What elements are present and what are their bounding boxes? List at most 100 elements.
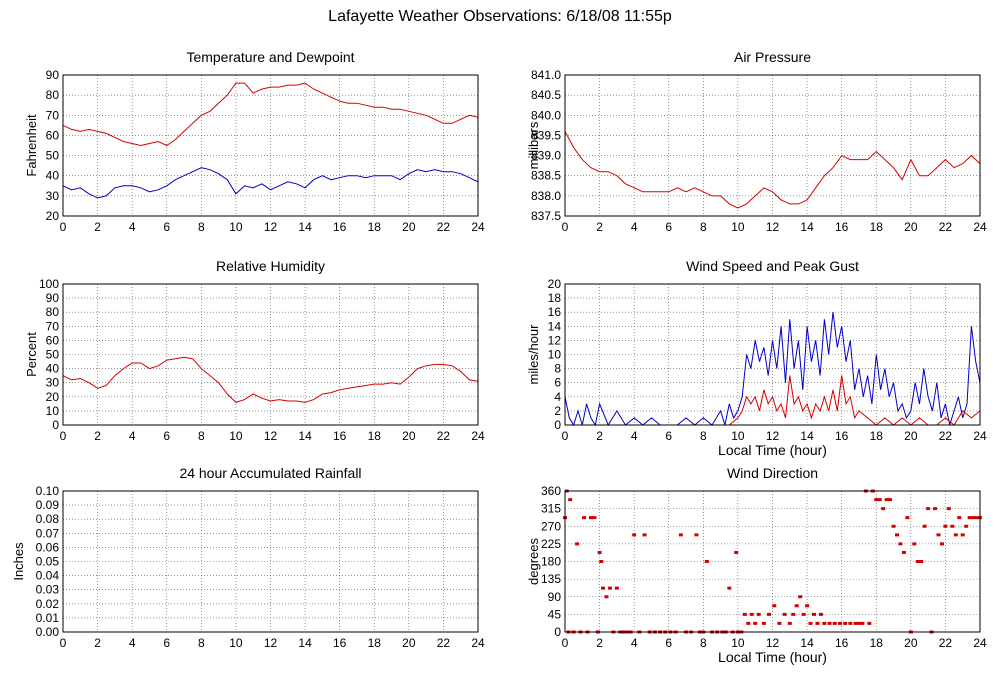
wind-chart-title: Wind Speed and Peak Gust: [686, 258, 859, 274]
rain-x-tick-label: 6: [163, 636, 170, 650]
direction-point: [746, 621, 751, 625]
direction-point: [877, 498, 882, 502]
temp-y-tick-label: 50: [46, 149, 60, 163]
wind-x-tick-label: 8: [700, 429, 707, 443]
pressure-x-tick-label: 0: [562, 220, 569, 234]
rain-x-tick-label: 24: [471, 636, 485, 650]
pressure-x-tick-label: 18: [870, 220, 884, 234]
direction-point: [761, 621, 766, 625]
wind-x-tick-label: 18: [870, 429, 884, 443]
wind-y-tick-label: 8: [554, 362, 561, 376]
direction-point: [801, 612, 806, 616]
humidity-x-tick-label: 2: [94, 429, 101, 443]
wind-y-tick-label: 16: [548, 305, 562, 319]
rain-x-tick-label: 20: [402, 636, 416, 650]
temp-x-tick-label: 18: [368, 220, 382, 234]
pressure-x-tick-label: 20: [904, 220, 918, 234]
pressure-x-tick-label: 8: [700, 220, 707, 234]
direction-point: [794, 604, 799, 608]
temp-x-tick-label: 4: [129, 220, 136, 234]
temp-series-line-1: [62, 167, 479, 199]
direction-x-tick-label: 12: [766, 636, 780, 650]
pressure-x-tick-label: 12: [766, 220, 780, 234]
humidity-y-tick-label: 50: [46, 348, 60, 362]
temp-x-tick-label: 12: [264, 220, 278, 234]
direction-point: [805, 604, 810, 608]
direction-point: [694, 533, 699, 537]
wind-x-tick-label: 24: [973, 429, 987, 443]
direction-point: [791, 612, 796, 616]
direction-point: [632, 533, 637, 537]
humidity-x-tick-label: 12: [264, 429, 278, 443]
temp-x-tick-label: 22: [437, 220, 451, 234]
direction-point: [950, 524, 955, 528]
direction-point: [853, 621, 858, 625]
rain-y-tick-label: 0.07: [36, 526, 60, 540]
direction-point: [901, 550, 906, 554]
temp-y-tick-label: 90: [46, 68, 60, 82]
pressure-y-tick-label: 839.5: [531, 128, 561, 142]
direction-point: [888, 498, 893, 502]
direction-point: [798, 595, 803, 599]
wind-y-tick-label: 12: [548, 333, 562, 347]
rain-x-tick-label: 10: [229, 636, 243, 650]
direction-point: [926, 507, 931, 511]
humidity-x-tick-label: 0: [60, 429, 67, 443]
temp-x-tick-label: 24: [471, 220, 485, 234]
wind-x-tick-label: 2: [596, 429, 603, 443]
pressure-x-tick-label: 10: [731, 220, 745, 234]
wind-x-tick-label: 16: [835, 429, 849, 443]
humidity-y-tick-label: 10: [46, 404, 60, 418]
direction-y-axis-label: degrees: [526, 538, 541, 585]
wind-y-tick-label: 6: [554, 376, 561, 390]
direction-point: [837, 621, 842, 625]
direction-chart: 0 2 4 6 8 10 12 14 16 18 20 22 240459013518022527031…: [526, 465, 987, 665]
humidity-series-line-0: [62, 356, 479, 403]
page-title: Lafayette Weather Observations: 6/18/08 …: [328, 8, 672, 25]
rain-y-tick-label: 0.04: [36, 569, 60, 583]
wind-x-tick-label: 14: [800, 429, 814, 443]
rain-y-axis-label: Inches: [11, 542, 26, 581]
wind-y-tick-label: 4: [554, 390, 561, 404]
rain-y-tick-label: 0.08: [36, 512, 60, 526]
pressure-series-line-0: [564, 131, 981, 209]
direction-y-tick-label: 360: [541, 484, 561, 498]
rain-x-tick-label: 8: [198, 636, 205, 650]
direction-point: [860, 621, 865, 625]
humidity-x-tick-label: 14: [298, 429, 312, 443]
direction-point: [943, 524, 948, 528]
direction-point: [912, 542, 917, 546]
humidity-y-tick-label: 90: [46, 291, 60, 305]
direction-point: [782, 612, 787, 616]
direction-point: [936, 533, 941, 537]
humidity-chart: 0 2 4 6 8 10 12 14 16 18 20 22 240102030405060708090…: [24, 258, 485, 443]
direction-point: [939, 542, 944, 546]
rain-x-tick-label: 14: [298, 636, 312, 650]
pressure-y-tick-label: 839.0: [531, 149, 561, 163]
humidity-y-tick-label: 80: [46, 305, 60, 319]
direction-x-tick-label: 8: [700, 636, 707, 650]
pressure-x-tick-label: 2: [596, 220, 603, 234]
pressure-x-tick-label: 24: [973, 220, 987, 234]
temp-y-tick-label: 20: [46, 209, 60, 223]
direction-x-axis-label: Local Time (hour): [718, 649, 827, 665]
direction-x-tick-label: 10: [731, 636, 745, 650]
rain-y-tick-label: 0.10: [36, 484, 60, 498]
direction-y-tick-label: 225: [541, 537, 561, 551]
direction-point: [881, 507, 886, 511]
direction-point: [964, 524, 969, 528]
humidity-x-tick-label: 24: [471, 429, 485, 443]
humidity-x-tick-label: 8: [198, 429, 205, 443]
direction-y-tick-label: 135: [541, 572, 561, 586]
humidity-x-tick-label: 16: [333, 429, 347, 443]
direction-point: [742, 612, 747, 616]
wind-x-tick-label: 0: [562, 429, 569, 443]
wind-y-tick-label: 14: [548, 319, 562, 333]
direction-point: [919, 560, 924, 563]
wind-x-tick-label: 10: [731, 429, 745, 443]
direction-point: [933, 507, 938, 511]
humidity-y-tick-label: 30: [46, 376, 60, 390]
temp-y-tick-label: 70: [46, 108, 60, 122]
